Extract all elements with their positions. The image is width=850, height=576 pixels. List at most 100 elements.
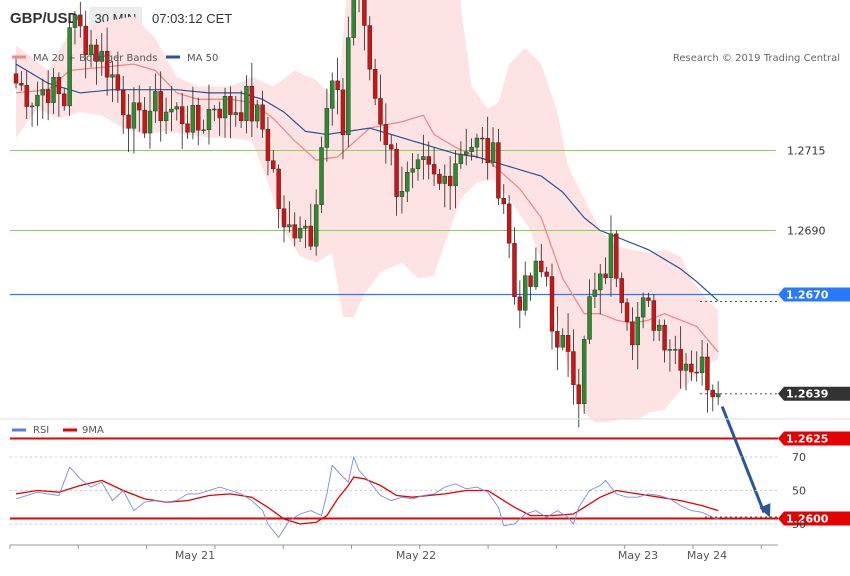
candle-down: [705, 356, 710, 391]
candle-down: [431, 164, 437, 175]
candle-down: [83, 25, 88, 55]
rsi-legend: RSI 9MA: [12, 425, 104, 436]
candle-down: [389, 144, 394, 150]
candle-up: [174, 106, 180, 110]
rsi-gridlines: 30 50 70: [10, 451, 806, 531]
candle-down: [710, 389, 715, 398]
time-axis-label: May 23: [618, 549, 658, 562]
ma20-legend-label: MA 20 + Bollinger Bands: [33, 53, 157, 64]
candle-up: [673, 349, 678, 351]
candle-up: [592, 289, 598, 297]
time-axis: May 21 May 22 May 23 May 24: [9, 544, 778, 562]
candlesticks: [13, 0, 721, 428]
candle-up: [51, 77, 56, 103]
time-axis-label: May 22: [396, 549, 436, 562]
candle-down: [372, 68, 378, 99]
rsi-tick-50: 50: [792, 485, 806, 498]
candle-up: [587, 296, 592, 340]
time-axis-label: May 24: [687, 549, 727, 562]
candle-down: [276, 168, 281, 209]
candle-down: [185, 123, 190, 133]
candle-down: [651, 300, 657, 331]
level-tag-1.2639: [778, 386, 850, 401]
candle-up: [560, 335, 565, 348]
candle-up: [88, 44, 94, 55]
level-label-1.2600: 1.2600: [786, 513, 829, 526]
candle-down: [506, 203, 512, 244]
level-label-1.2670: 1.2670: [786, 289, 829, 302]
candle-down: [496, 142, 501, 199]
candle-down: [447, 175, 453, 187]
candle-down: [689, 363, 694, 373]
projection-arrow: [720, 405, 771, 518]
level-label-1.2625: 1.2625: [786, 433, 828, 446]
candle-down: [19, 83, 24, 86]
candle-down: [394, 148, 399, 197]
main-legend: MA 20 + Bollinger Bands MA 50 Research ©…: [12, 53, 840, 64]
time-axis-label: May 21: [175, 549, 215, 562]
candle-up: [399, 191, 405, 197]
candle-down: [485, 137, 490, 163]
candle-up: [442, 175, 447, 184]
candle-up: [405, 172, 410, 192]
candle-down: [565, 335, 571, 352]
candle-up: [410, 168, 415, 173]
candle-down: [619, 278, 624, 303]
candle-down: [179, 106, 185, 124]
candle-up: [67, 27, 72, 107]
level-tag-1.2600: [778, 511, 850, 526]
candle-up: [163, 111, 169, 122]
candle-up: [453, 163, 458, 187]
candle-down: [158, 91, 163, 122]
candle-up: [287, 224, 292, 228]
candle-down: [362, 0, 367, 26]
candle-down: [217, 108, 222, 119]
candle-up: [683, 363, 689, 371]
candle-down: [335, 80, 340, 91]
candle-down: [120, 89, 126, 116]
candle-down: [694, 371, 699, 374]
ma9-line: [15, 476, 719, 525]
candle-up: [303, 225, 308, 229]
candle-down: [249, 85, 255, 122]
candle-up: [72, 14, 78, 28]
projection-arrow-head: [759, 503, 771, 518]
level-tag-1.2625: [778, 431, 850, 446]
candle-down: [624, 302, 630, 322]
candle-up: [640, 297, 646, 318]
rsi-tick-30: 30: [792, 518, 806, 531]
candle-down: [555, 331, 560, 348]
candle-down: [115, 74, 121, 91]
candle-up: [464, 151, 469, 155]
candle-down: [544, 271, 549, 277]
candle-down: [549, 276, 555, 332]
candle-up: [206, 109, 212, 131]
candle-up: [233, 112, 238, 115]
candle-up: [635, 316, 640, 346]
candle-up: [254, 104, 260, 122]
level-tag-1.2670: [778, 287, 850, 302]
candle-up: [474, 137, 480, 148]
candle-down: [137, 102, 142, 111]
candle-up: [421, 156, 426, 160]
candle-up: [490, 142, 496, 163]
candle-up: [131, 102, 137, 129]
candle-down: [528, 275, 533, 287]
candle-down: [646, 297, 651, 301]
candle-down: [94, 44, 99, 62]
candle-up: [324, 108, 330, 148]
candle-down: [630, 321, 635, 346]
candle-down: [196, 104, 201, 131]
candle-up: [351, 0, 356, 38]
candle-up: [190, 104, 196, 133]
candle-up: [40, 89, 45, 96]
candle-down: [271, 160, 276, 170]
ma50-legend-label: MA 50: [187, 53, 218, 64]
candle-down: [24, 85, 29, 107]
candle-down: [13, 73, 19, 84]
candle-up: [523, 275, 528, 311]
price-labels: 1.2715 1.2690 1.2670 1.2639 1.2625 1.2600: [778, 145, 850, 526]
level-label-1.2639: 1.2639: [786, 388, 828, 401]
ma9-legend-label: 9MA: [82, 425, 104, 436]
